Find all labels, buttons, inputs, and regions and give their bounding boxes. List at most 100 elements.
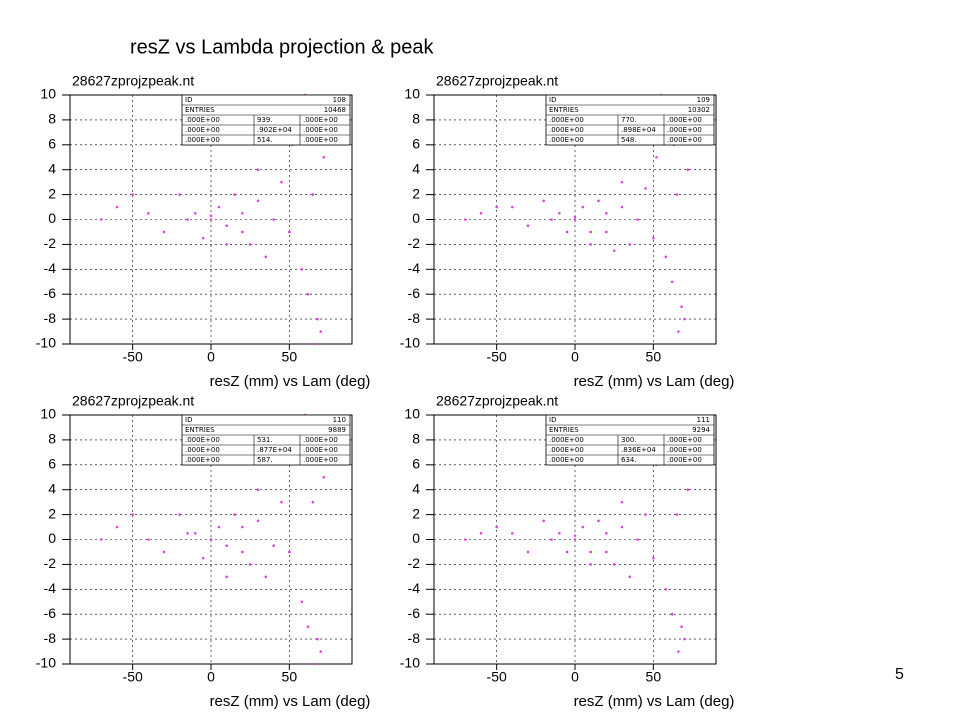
stats-cell: 531. — [257, 436, 273, 444]
point — [241, 230, 244, 234]
x-tick-label: 50 — [282, 669, 298, 685]
point — [264, 575, 268, 579]
y-tick-label: -2 — [44, 555, 57, 571]
point — [680, 625, 683, 628]
y-tick-label: -10 — [36, 335, 56, 351]
stats-value: 111 — [697, 416, 710, 424]
stats-cell: .877E+04 — [257, 446, 292, 454]
x-tick-label: 50 — [646, 669, 662, 685]
point — [605, 211, 608, 215]
point — [550, 538, 553, 541]
point — [178, 513, 181, 516]
point — [664, 255, 668, 259]
stats-cell: .000E+00 — [549, 136, 584, 144]
point — [655, 155, 658, 159]
point — [644, 187, 647, 190]
point — [322, 155, 326, 159]
y-tick-label: 2 — [48, 505, 56, 521]
y-tick-label: 6 — [48, 136, 56, 152]
point — [313, 342, 316, 346]
stats-cell: 300. — [621, 436, 637, 444]
point — [256, 488, 260, 492]
stats-cell: .000E+00 — [667, 436, 702, 444]
point — [589, 550, 592, 554]
stats-label: ID — [185, 96, 192, 104]
point — [186, 531, 189, 535]
y-tick-label: -4 — [408, 580, 421, 596]
y-tick-label: 4 — [412, 480, 420, 496]
stats-label: ID — [549, 96, 556, 104]
point — [162, 550, 166, 554]
x-axis-label: resZ (mm) vs Lam (deg) — [210, 693, 371, 710]
point — [248, 563, 252, 566]
y-tick-label: -2 — [408, 235, 421, 251]
point — [511, 531, 514, 535]
point — [464, 538, 467, 541]
point — [589, 230, 592, 234]
stats-cell: .000E+00 — [549, 456, 584, 464]
stats-cell: .000E+00 — [185, 446, 220, 454]
point — [573, 218, 577, 221]
plot-title: 28627zprojzpeak.nt — [72, 73, 194, 89]
page-number: 5 — [895, 666, 904, 683]
x-tick-label: -50 — [487, 669, 507, 685]
stats-cell: .902E+04 — [257, 126, 292, 134]
point — [589, 243, 592, 246]
point — [306, 292, 310, 296]
x-tick-label: -50 — [123, 349, 143, 365]
point — [670, 612, 674, 616]
point — [612, 249, 616, 252]
y-tick-label: 8 — [412, 111, 420, 127]
point — [194, 531, 197, 535]
stats-cell: .000E+00 — [549, 436, 584, 444]
stats-cell: .000E+00 — [549, 446, 584, 454]
point — [550, 218, 553, 221]
x-tick-label: 0 — [207, 669, 215, 685]
y-tick-label: 4 — [412, 160, 420, 176]
point — [100, 538, 103, 541]
y-tick-label: -6 — [408, 285, 421, 301]
point — [686, 168, 690, 171]
point — [612, 563, 616, 566]
stats-label: ENTRIES — [549, 426, 579, 434]
stats-cell: .000E+00 — [549, 116, 584, 124]
point — [313, 662, 316, 666]
point — [636, 538, 639, 541]
stats-value: 10468 — [324, 106, 346, 114]
stats-cell: .898E+04 — [621, 126, 656, 134]
point — [605, 550, 608, 554]
stats-cell: 587. — [257, 456, 273, 464]
point — [225, 575, 228, 579]
stats-cell: .000E+00 — [303, 436, 338, 444]
point — [573, 538, 577, 541]
point — [677, 330, 680, 333]
point — [147, 211, 150, 215]
stats-cell: .000E+00 — [667, 126, 702, 134]
stats-label: ENTRIES — [185, 426, 215, 434]
point — [670, 280, 674, 284]
stats-cell: .000E+00 — [303, 116, 338, 124]
point — [241, 550, 244, 554]
point — [162, 230, 166, 234]
point — [241, 211, 244, 215]
point — [542, 519, 545, 523]
point — [581, 205, 585, 209]
x-tick-label: -50 — [123, 669, 143, 685]
point — [264, 255, 268, 259]
point — [680, 305, 683, 308]
point — [131, 193, 134, 196]
y-tick-label: -2 — [408, 555, 421, 571]
stats-cell: .000E+00 — [303, 136, 338, 144]
stats-cell: .000E+00 — [303, 456, 338, 464]
point — [209, 538, 213, 541]
stats-cell: .000E+00 — [185, 126, 220, 134]
point — [233, 193, 236, 196]
point — [573, 215, 577, 219]
point — [628, 575, 632, 579]
point — [644, 513, 647, 516]
y-tick-label: -6 — [408, 605, 421, 621]
stats-cell: .000E+00 — [303, 446, 338, 454]
point — [597, 519, 600, 523]
y-tick-label: 10 — [40, 86, 56, 102]
